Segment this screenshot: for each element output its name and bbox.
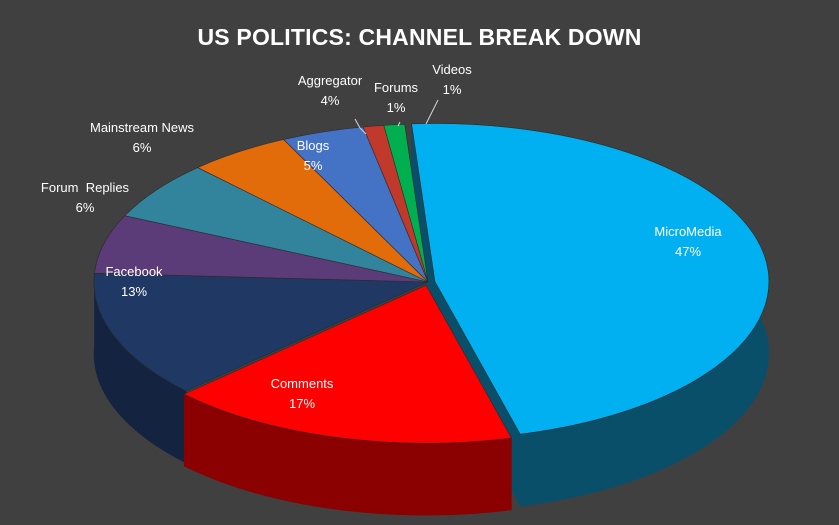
slice-videos xyxy=(383,124,429,283)
slice-name-label: Blogs xyxy=(297,138,330,153)
slice-micromedia xyxy=(411,123,770,435)
slice-value-label: 6% xyxy=(133,140,152,155)
slice-name-label: Aggregator xyxy=(298,73,363,88)
slice-value-label: 4% xyxy=(321,93,340,108)
slice-name-label: Forum Replies xyxy=(41,180,130,195)
slice-facebook xyxy=(93,272,429,392)
slice-name-label: Videos xyxy=(432,62,472,77)
slice-value-label: 5% xyxy=(304,158,323,173)
slice-name-label: Comments xyxy=(271,376,334,391)
leader-line xyxy=(354,118,367,135)
slice-value-label: 1% xyxy=(443,82,462,97)
slice-name-label: MicroMedia xyxy=(654,224,722,239)
slice-value-label: 13% xyxy=(121,284,147,299)
leader-lines xyxy=(354,99,439,135)
slice-forum-replies xyxy=(94,215,429,283)
slice-name-label: Forums xyxy=(374,80,419,95)
pie-tops xyxy=(93,123,770,444)
slice-value-label: 47% xyxy=(675,244,701,259)
leader-line xyxy=(397,121,401,127)
slice-name-label: Facebook xyxy=(105,264,163,279)
slice-mainstream-news xyxy=(124,167,429,283)
slice-name-label: Mainstream News xyxy=(90,120,195,135)
slice-value-label: 1% xyxy=(387,100,406,115)
slice-labels: MicroMedia 47% Comments 17% Facebook 13% Forum… xyxy=(41,62,722,411)
slice-value-label: 17% xyxy=(289,396,315,411)
slice-comments xyxy=(183,284,512,444)
leader-line xyxy=(425,99,439,125)
chart-title: US POLITICS: CHANNEL BREAK DOWN xyxy=(197,24,642,50)
slice-value-label: 6% xyxy=(76,200,95,215)
